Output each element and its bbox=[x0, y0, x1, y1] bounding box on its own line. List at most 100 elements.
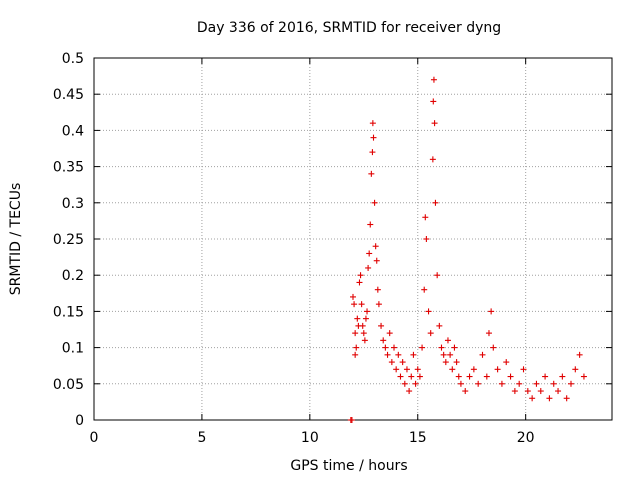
data-point bbox=[438, 344, 445, 351]
data-point bbox=[434, 272, 441, 279]
data-point bbox=[357, 272, 364, 279]
data-point bbox=[378, 322, 385, 329]
data-point bbox=[470, 366, 477, 373]
y-tick-label: 0.5 bbox=[62, 51, 84, 67]
data-point bbox=[422, 214, 429, 221]
data-point bbox=[412, 380, 419, 387]
data-point bbox=[498, 380, 505, 387]
data-point bbox=[436, 322, 443, 329]
data-point bbox=[524, 388, 531, 395]
data-point bbox=[356, 279, 363, 286]
data-point bbox=[516, 380, 523, 387]
y-axis-label: SRMTID / TECUs bbox=[8, 183, 24, 296]
data-point bbox=[369, 120, 376, 127]
data-point bbox=[455, 373, 462, 380]
x-tick-label: 0 bbox=[90, 430, 99, 446]
y-tick-label: 0 bbox=[75, 413, 84, 429]
x-tick-label: 20 bbox=[517, 430, 535, 446]
data-point bbox=[563, 395, 570, 402]
data-point bbox=[410, 351, 417, 358]
data-point bbox=[430, 98, 437, 105]
data-point bbox=[567, 380, 574, 387]
data-point bbox=[542, 373, 549, 380]
data-point bbox=[372, 243, 379, 250]
data-point bbox=[371, 199, 378, 206]
data-point bbox=[358, 301, 365, 308]
data-point bbox=[382, 344, 389, 351]
data-point bbox=[384, 351, 391, 358]
y-tick-label: 0.2 bbox=[62, 268, 84, 284]
y-tick-label: 0.45 bbox=[53, 87, 84, 103]
y-tick-label: 0.4 bbox=[62, 123, 84, 139]
data-point bbox=[354, 315, 361, 322]
data-point bbox=[352, 351, 359, 358]
data-point bbox=[364, 308, 371, 315]
x-tick-label: 5 bbox=[197, 430, 206, 446]
data-point bbox=[429, 156, 436, 163]
data-point bbox=[475, 380, 482, 387]
y-tick-label: 0.3 bbox=[62, 196, 84, 212]
data-point bbox=[351, 301, 358, 308]
data-point bbox=[391, 344, 398, 351]
y-tick-label: 0.15 bbox=[53, 304, 84, 320]
y-tick-label: 0.1 bbox=[62, 341, 84, 357]
data-point bbox=[401, 380, 408, 387]
data-point bbox=[416, 373, 423, 380]
data-point bbox=[374, 286, 381, 293]
data-point bbox=[397, 373, 404, 380]
data-point bbox=[393, 366, 400, 373]
data-point bbox=[529, 395, 536, 402]
data-point bbox=[550, 380, 557, 387]
data-points bbox=[347, 76, 587, 423]
data-point bbox=[447, 351, 454, 358]
y-tick-label: 0.35 bbox=[53, 160, 84, 176]
data-point bbox=[431, 120, 438, 127]
data-point bbox=[483, 373, 490, 380]
data-point bbox=[360, 330, 367, 337]
data-point bbox=[533, 380, 540, 387]
y-tick-label: 0.05 bbox=[53, 377, 84, 393]
data-point bbox=[419, 344, 426, 351]
data-point bbox=[442, 359, 449, 366]
data-point bbox=[462, 388, 469, 395]
data-point bbox=[457, 380, 464, 387]
y-tick-label: 0.25 bbox=[53, 232, 84, 248]
data-point bbox=[370, 134, 377, 141]
data-point bbox=[490, 344, 497, 351]
data-point bbox=[520, 366, 527, 373]
data-point bbox=[403, 366, 410, 373]
data-point bbox=[408, 373, 415, 380]
x-axis-label: GPS time / hours bbox=[290, 458, 407, 474]
data-point bbox=[361, 337, 368, 344]
data-point bbox=[580, 373, 587, 380]
data-point bbox=[453, 359, 460, 366]
data-point bbox=[359, 322, 366, 329]
data-point bbox=[367, 221, 374, 228]
data-point bbox=[432, 199, 439, 206]
data-point bbox=[388, 359, 395, 366]
data-point bbox=[559, 373, 566, 380]
data-point bbox=[406, 388, 413, 395]
data-point bbox=[466, 373, 473, 380]
data-point bbox=[488, 308, 495, 315]
tick-labels: 0 5 10 15 20 0 0.05 0.1 0.15 0.2 0.25 0.3 0.35 0.4 0.4… bbox=[53, 51, 535, 446]
data-point bbox=[395, 351, 402, 358]
data-point bbox=[375, 301, 382, 308]
x-tick-label: 15 bbox=[409, 430, 427, 446]
chart-title: Day 336 of 2016, SRMTID for receiver dyn… bbox=[197, 20, 501, 36]
grid-lines bbox=[94, 58, 612, 420]
data-point bbox=[507, 373, 514, 380]
data-point bbox=[399, 359, 406, 366]
data-point bbox=[451, 344, 458, 351]
data-point bbox=[503, 359, 510, 366]
x-tick-label: 10 bbox=[301, 430, 319, 446]
data-point bbox=[368, 170, 375, 177]
data-point bbox=[576, 351, 583, 358]
data-point bbox=[348, 417, 355, 423]
data-point bbox=[430, 76, 437, 83]
data-point bbox=[485, 330, 492, 337]
data-point bbox=[511, 388, 518, 395]
data-point bbox=[479, 351, 486, 358]
data-point bbox=[444, 337, 451, 344]
